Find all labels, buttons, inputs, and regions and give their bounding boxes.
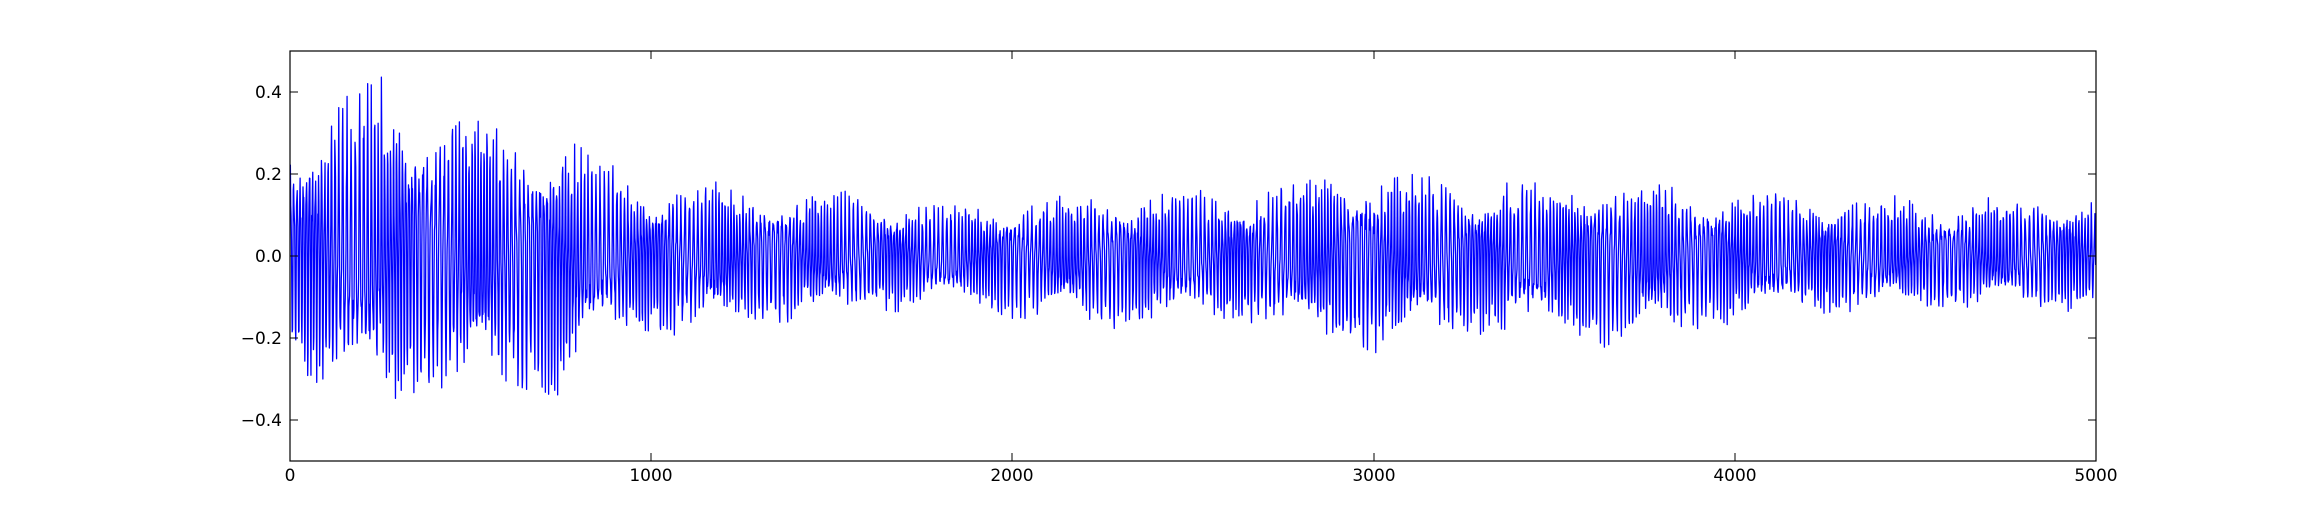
x-tick-label: 4000 xyxy=(1713,466,1756,486)
x-tick-label: 1000 xyxy=(629,466,672,486)
x-tick-label: 0 xyxy=(285,466,296,486)
x-tick: 2000 xyxy=(990,51,1034,486)
y-tick: 0.0 xyxy=(255,247,2096,267)
x-tick-label: 5000 xyxy=(2074,466,2117,486)
y-tick-label: −0.2 xyxy=(241,329,282,349)
series-line xyxy=(290,76,2096,400)
y-tick-label: −0.4 xyxy=(241,411,282,431)
y-tick: −0.4 xyxy=(241,411,2096,431)
x-tick-label: 2000 xyxy=(990,466,1033,486)
y-tick: 0.2 xyxy=(255,165,2096,185)
x-axis: 0 1000 2000 3000 4000 5000 xyxy=(285,51,2118,486)
y-tick-label: 0.2 xyxy=(255,165,282,185)
y-tick-label: 0.4 xyxy=(255,83,282,103)
y-tick-label: 0.0 xyxy=(255,247,282,267)
series-layer xyxy=(290,76,2096,400)
y-axis: −0.4 −0.2 0.0 0.2 0.4 xyxy=(241,83,2096,431)
x-tick: 1000 xyxy=(629,51,673,486)
x-tick: 3000 xyxy=(1352,51,1396,486)
y-tick: 0.4 xyxy=(255,83,2096,103)
x-tick-label: 3000 xyxy=(1352,466,1395,486)
y-tick: −0.2 xyxy=(241,329,2096,349)
x-tick: 5000 xyxy=(2074,51,2118,486)
plot-area xyxy=(289,50,2097,462)
x-tick: 4000 xyxy=(1713,51,1757,486)
x-tick: 0 xyxy=(285,51,296,486)
